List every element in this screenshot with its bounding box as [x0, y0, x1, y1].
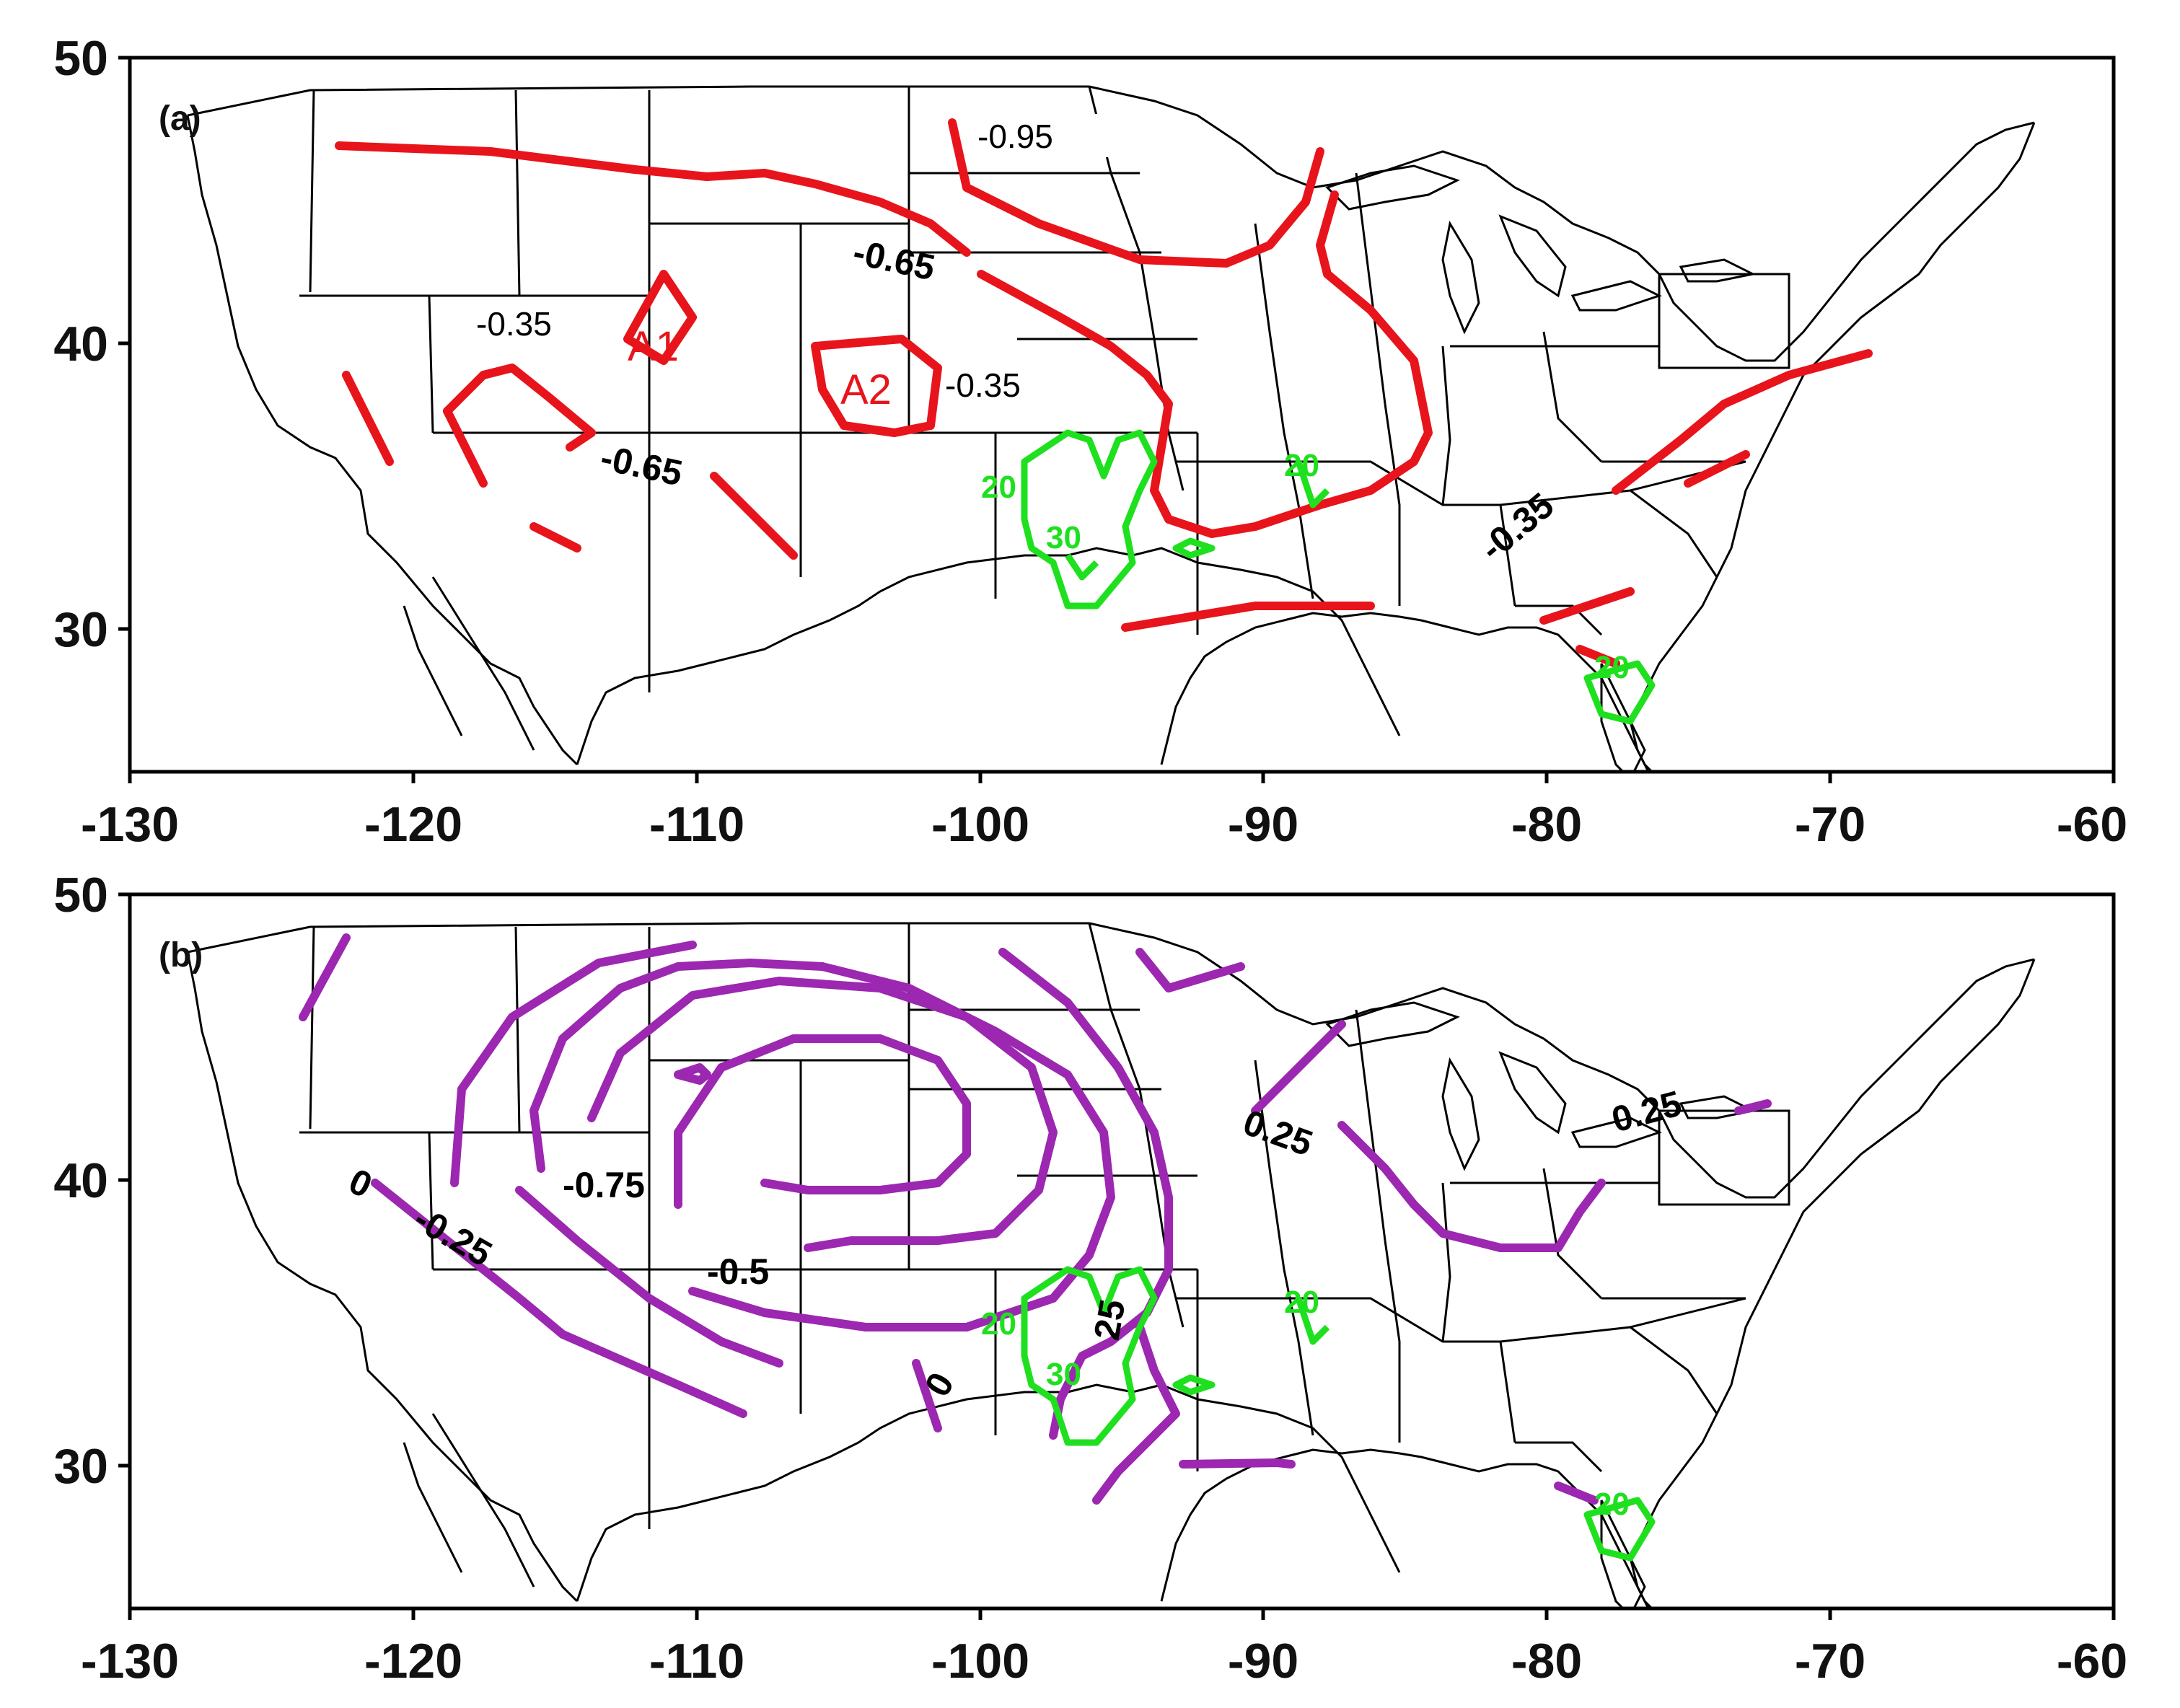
contour-b-nw: [299, 933, 351, 1021]
panel-b-xtick-90: -90: [1228, 1634, 1298, 1689]
precip-label-30: 30: [1046, 520, 1081, 555]
panel-b-label: (b): [159, 936, 203, 974]
panel-b-ytick-50: 50: [53, 868, 108, 923]
contour-b-ne: [1734, 1099, 1772, 1115]
contour-b-east-arc: [998, 948, 1173, 1440]
region-a2-label: A2: [840, 366, 892, 413]
panel-b-ytick-30: 30: [53, 1439, 108, 1494]
contour-b-outer: [450, 941, 697, 1187]
panel-b-xtick-100: -100: [931, 1634, 1029, 1689]
label-065-center: -0.65: [850, 232, 939, 288]
contour-se1: [1539, 587, 1635, 625]
panel-a-xtick-100: -100: [931, 797, 1029, 852]
panel-a: -0.95 -0.65 -0.35 -0.35 -0.65 -0.35 A1 A…: [53, 31, 2127, 852]
label-035-se: -0.35: [1472, 485, 1561, 568]
precip-contour-4: [1583, 660, 1656, 725]
panel-b-frame: [128, 892, 2116, 1611]
contour-b-midwest: [1337, 1121, 1606, 1252]
panel-a-frame: [128, 56, 2116, 774]
contour-b-inner: [674, 1034, 971, 1209]
contour-south: [1121, 602, 1375, 632]
panel-b-xticks: -130 -120 -110 -100 -90 -80 -70 -60: [81, 1608, 2127, 1689]
panel-a-xtick-80: -80: [1511, 797, 1582, 852]
precip-label-20a: 20: [981, 470, 1016, 505]
region-a2-outline: [811, 335, 942, 437]
region-a1-label: A1: [628, 323, 679, 370]
label-b-075: -0.75: [563, 1165, 645, 1205]
panel-a-label: (a): [159, 100, 201, 138]
precip-contour-2: [1172, 537, 1216, 559]
panel-a-xtick-110: -110: [649, 797, 744, 852]
contour-se3: [1684, 450, 1750, 488]
panel-a-xtick-70: -70: [1795, 797, 1865, 852]
precip-b-contour-4: [1583, 1497, 1656, 1562]
panel-b-xtick-70: -70: [1795, 1634, 1865, 1689]
precip-b-contour-3: [1295, 1297, 1330, 1345]
contour-fl: [1575, 645, 1620, 668]
panel-b-xtick-110: -110: [649, 1634, 744, 1689]
contour-065-az: [710, 472, 798, 560]
contour-b-south: [1179, 1458, 1296, 1469]
precip-b-label-20c: 20: [1594, 1487, 1630, 1522]
panel-b-xtick-130: -130: [81, 1634, 179, 1689]
contour-b-mid2: [529, 959, 1115, 1331]
label-065-west: -0.65: [597, 437, 686, 493]
panel-b-xtick-120: -120: [364, 1634, 462, 1689]
panel-a-map: -0.95 -0.65 -0.35 -0.35 -0.65 -0.35 A1 A…: [159, 85, 2036, 772]
contour-065-nv2: [443, 407, 488, 488]
contour-b-west0: [371, 1179, 747, 1418]
label-035-a2: -0.35: [945, 366, 1021, 404]
contour-b-az: [912, 1359, 942, 1432]
label-095: -0.95: [977, 118, 1053, 155]
precip-b-label-30: 30: [1046, 1357, 1081, 1392]
region-a1-outline: [623, 270, 697, 365]
precip-b-contour-1: [1021, 1266, 1158, 1446]
panel-a-xticks: -130 -120 -110 -100 -90 -80 -70 -60: [81, 772, 2127, 852]
panel-a-xtick-120: -120: [364, 797, 462, 852]
basemap-b: [186, 922, 2036, 1608]
contour-065-socal: [529, 522, 581, 553]
contour-b-east2: [1092, 1323, 1180, 1505]
contour-b-fl: [1554, 1482, 1599, 1505]
contour-b-center-dot: [674, 1063, 711, 1085]
precip-contour-1: [1021, 429, 1158, 609]
precip-b-label-20b: 20: [1284, 1285, 1319, 1320]
label-035-a1: -0.35: [476, 305, 552, 343]
contour-095-b: [948, 118, 1324, 268]
panel-b-xtick-80: -80: [1511, 1634, 1582, 1689]
precip-contour-5: [1065, 553, 1099, 581]
precip-b-label-20a: 20: [981, 1306, 1016, 1342]
panel-a-xtick-60: -60: [2057, 797, 2127, 852]
contour-b-mid1: [587, 977, 1058, 1252]
panel-b-xtick-60: -60: [2057, 1634, 2127, 1689]
contour-065-west: [342, 371, 394, 466]
precip-label-20b: 20: [1284, 448, 1319, 483]
panel-b-ytick-40: 40: [53, 1153, 108, 1208]
label-b-025-mw: 0.25: [1238, 1102, 1318, 1164]
contour-065-nv: [443, 364, 596, 452]
panel-a-ytick-30: 30: [53, 602, 108, 657]
precip-b-contour-2: [1172, 1374, 1216, 1396]
panel-b: 0 -0.25 -0.75 -0.5 0 25 0.25 0.25 20 20 …: [53, 868, 2127, 1689]
label-b-25: 25: [1086, 1296, 1133, 1343]
panel-a-ytick-40: 40: [53, 317, 108, 371]
contour-065-east: [977, 190, 1433, 538]
panel-a-ytick-50: 50: [53, 31, 108, 86]
precip-contour-3: [1295, 460, 1330, 509]
label-b-025-ne: 0.25: [1607, 1083, 1686, 1140]
precip-label-20c: 20: [1594, 650, 1630, 685]
contour-b-wi2: [1251, 1020, 1346, 1115]
panel-a-xtick-90: -90: [1228, 797, 1298, 852]
panel-a-xtick-130: -130: [81, 797, 179, 852]
contour-se2: [1612, 349, 1873, 495]
panel-b-map: 0 -0.25 -0.75 -0.5 0 25 0.25 0.25 20 20 …: [159, 922, 2036, 1608]
label-b-05: -0.5: [707, 1251, 769, 1292]
contour-095-a: [335, 141, 971, 257]
contour-b-sw: [515, 1186, 783, 1368]
contour-b-wi: [1135, 948, 1245, 992]
label-b-025-west: -0.25: [408, 1198, 499, 1274]
